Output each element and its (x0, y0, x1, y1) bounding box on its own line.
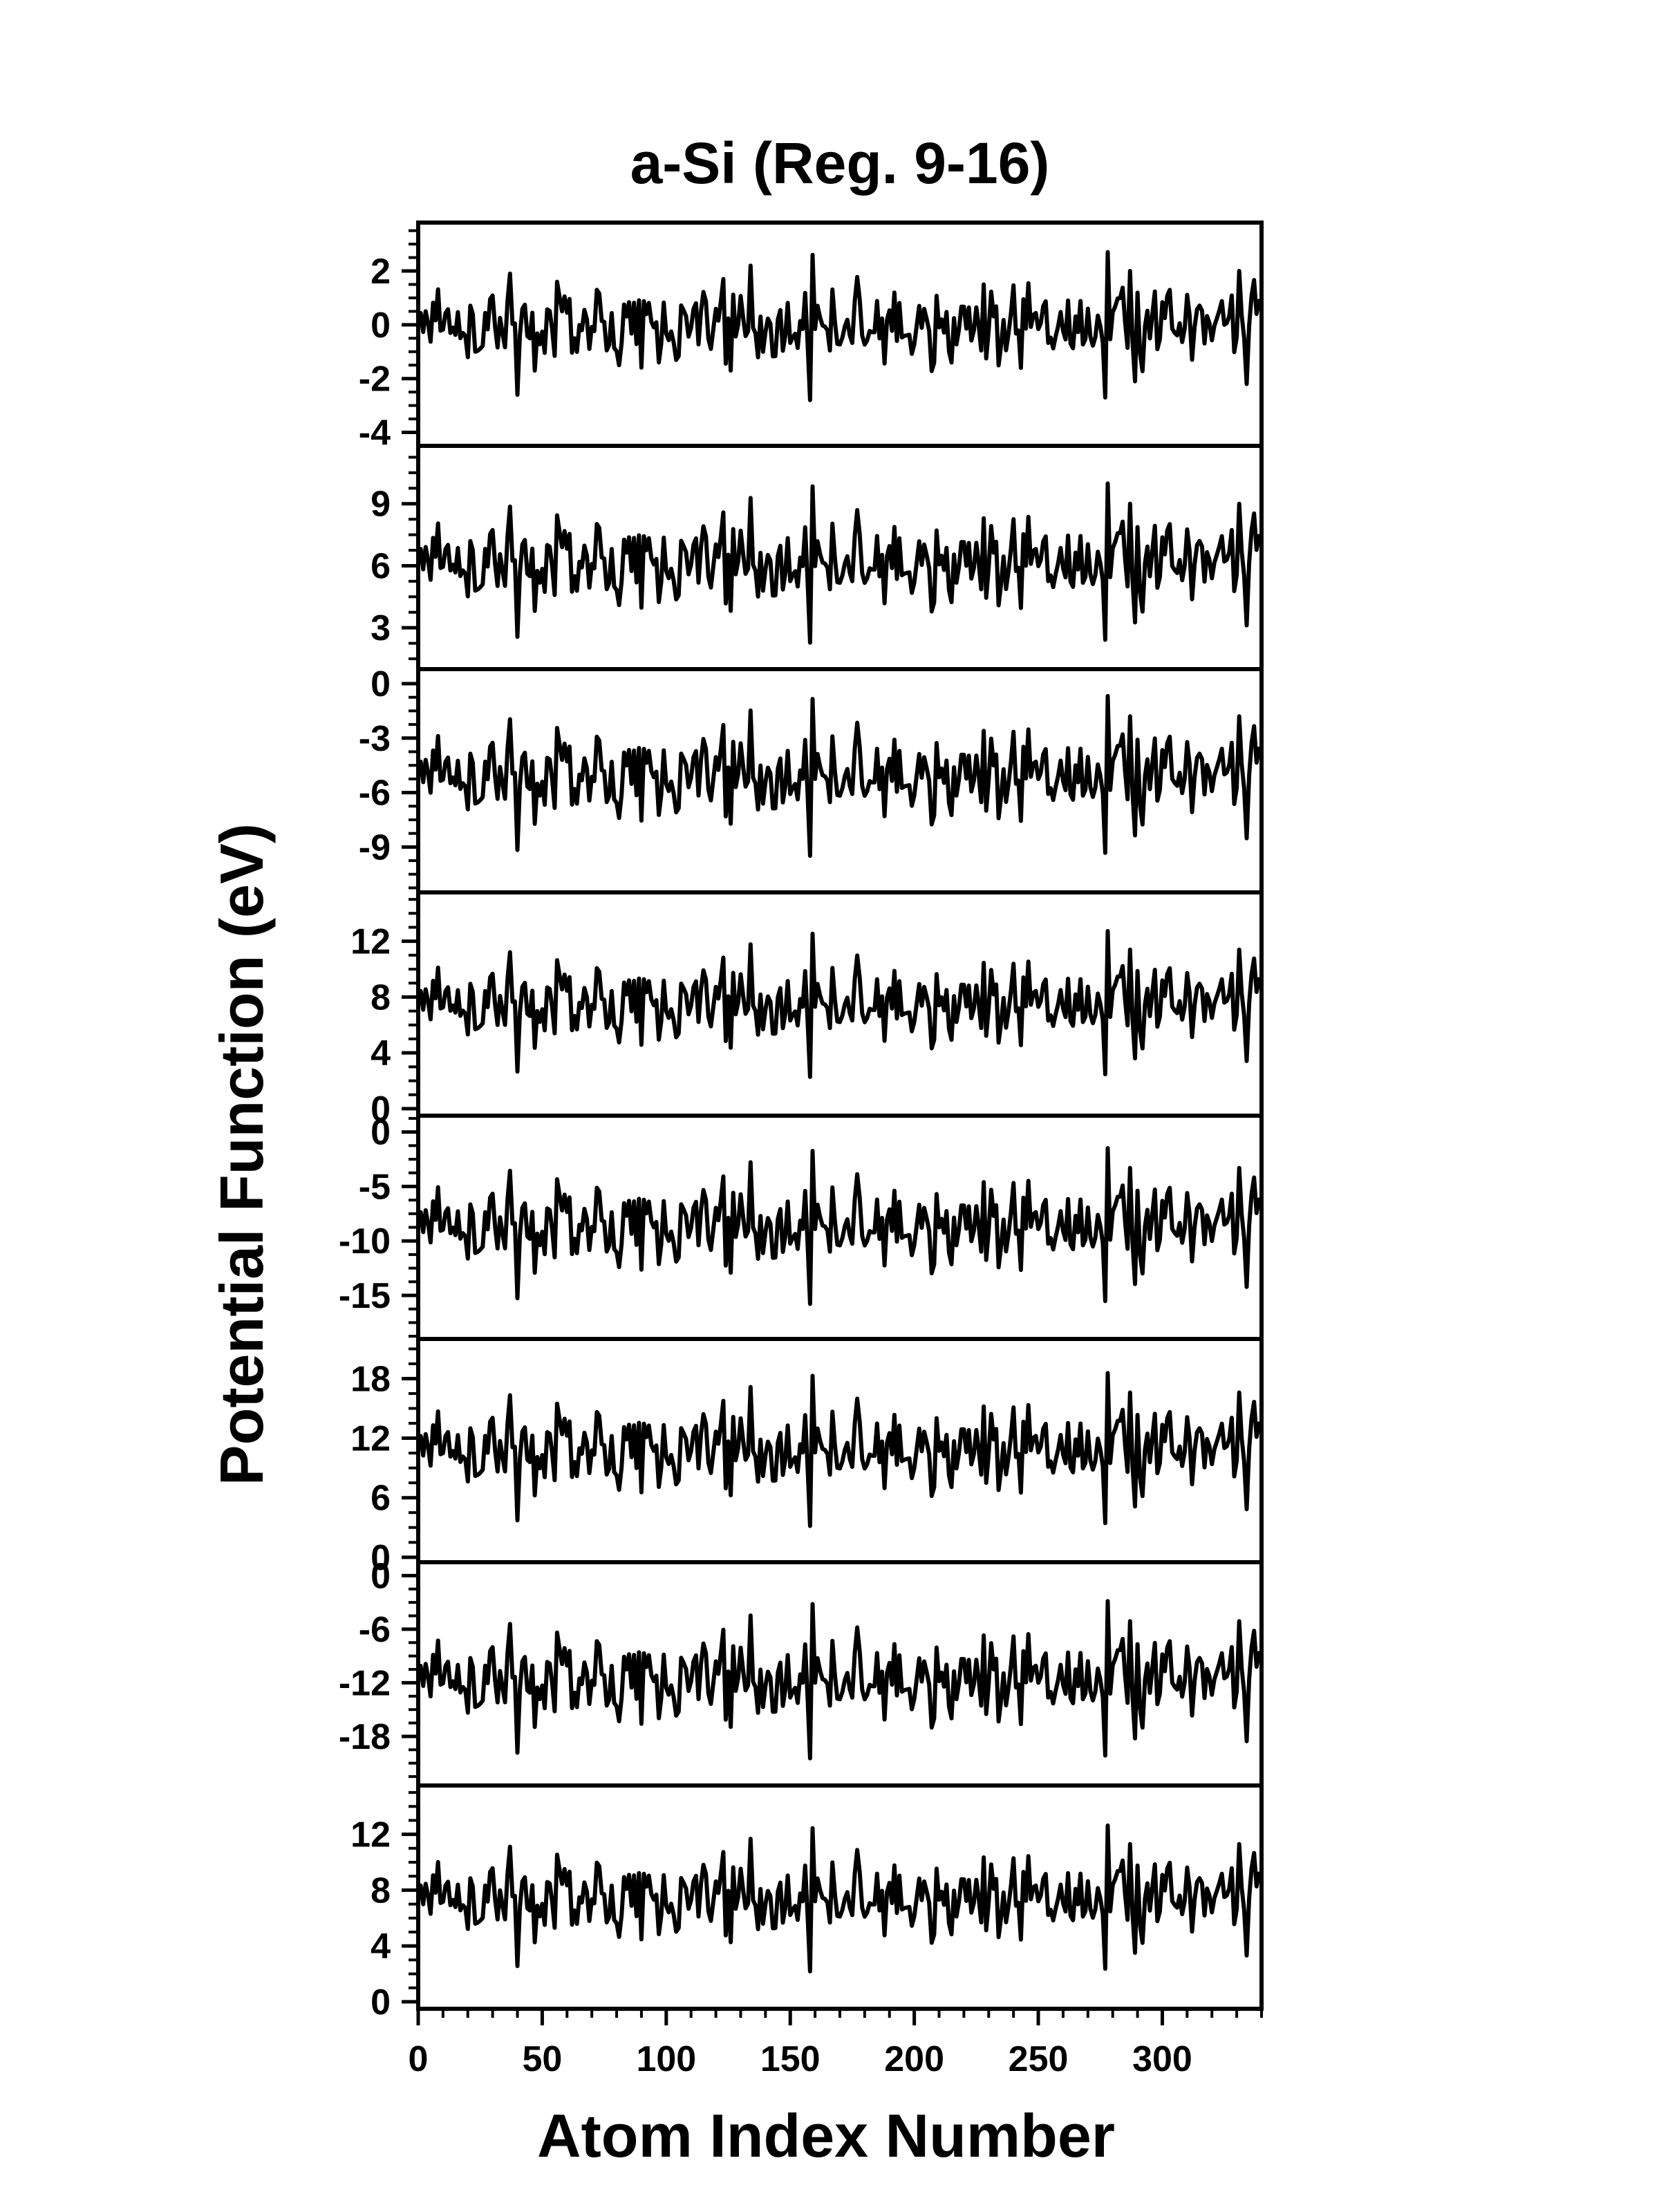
y-tick-label: 0 (371, 664, 391, 704)
y-tick-label: 9 (371, 485, 391, 525)
y-tick-label: 4 (371, 1033, 391, 1074)
y-axis-title: Potential Function (eV) (207, 823, 276, 1485)
series-line-panel-4 (416, 928, 1262, 1079)
panel-6: 18 12 6 0 (350, 1337, 1264, 1578)
y-tick-label: 0 (371, 306, 391, 346)
y-tick-label: -6 (359, 774, 391, 814)
y-tick-label: 0 (371, 1556, 391, 1596)
chart-title: a-Si (Reg. 9-16) (630, 131, 1050, 196)
y-tick-label: -9 (359, 827, 391, 868)
y-tick-label: 6 (371, 546, 391, 586)
panel-4: 12 8 4 0 (350, 890, 1264, 1130)
x-tick-label: 250 (1009, 2039, 1069, 2079)
y-tick-label: -18 (339, 1717, 391, 1757)
y-tick-label: -5 (359, 1167, 391, 1207)
y-tick-label: -12 (339, 1663, 391, 1703)
y-tick-label: 0 (371, 1538, 391, 1578)
y-tick-label: 6 (371, 1479, 391, 1519)
y-tick-label: 0 (371, 1089, 391, 1130)
x-axis-title: Atom Index Number (537, 2101, 1115, 2170)
series-line-panel-8 (416, 1823, 1262, 1974)
panel-8: 12 8 4 0 (350, 1783, 1264, 2023)
panel-3: 0 -3 -6 -9 (359, 664, 1264, 894)
y-tick-label: 8 (371, 1871, 391, 1911)
series-line-panel-6 (416, 1371, 1262, 1528)
x-tick-label: 150 (760, 2039, 821, 2079)
panel-2: 9 6 3 (371, 444, 1264, 671)
x-tick-label: 0 (409, 2039, 429, 2079)
y-tick-label: -4 (359, 413, 391, 453)
y-tick-label: -2 (359, 359, 391, 400)
y-tick-label: 2 (371, 252, 391, 292)
panel-7: 0 -6 -12 -18 (339, 1556, 1264, 1788)
series-line-panel-7 (416, 1599, 1262, 1761)
series-line-panel-1 (416, 250, 1262, 402)
panel-1: 2 0 -2 -4 (359, 221, 1264, 453)
series-line-panel-3 (416, 693, 1262, 858)
series-line-panel-2 (416, 481, 1262, 645)
y-tick-label: 4 (371, 1927, 391, 1967)
y-tick-label: 18 (350, 1359, 391, 1399)
x-axis: 0 50 100 150 200 250 300 (409, 2009, 1263, 2079)
y-tick-label: 12 (350, 1419, 391, 1459)
panels-group: 20-2-49630-3-6-9128400-5-10-151812600-6-… (339, 221, 1264, 2023)
y-tick-label: 12 (350, 1815, 391, 1855)
y-tick-label: 12 (350, 922, 391, 962)
x-tick-label: 300 (1132, 2039, 1192, 2079)
y-tick-label: 0 (371, 1983, 391, 2023)
x-tick-label: 200 (884, 2039, 944, 2079)
y-tick-label: -10 (339, 1221, 391, 1262)
panel-5: 0 -5 -10 -15 (339, 1113, 1264, 1341)
y-tick-label: 3 (371, 608, 391, 648)
y-tick-label: -6 (359, 1610, 391, 1650)
x-tick-label: 50 (522, 2039, 562, 2079)
y-tick-label: -3 (359, 719, 391, 759)
x-tick-label: 100 (636, 2039, 696, 2079)
y-tick-label: -15 (339, 1276, 391, 1316)
y-tick-label: 0 (371, 1113, 391, 1153)
series-line-panel-5 (416, 1146, 1262, 1306)
y-tick-label: 8 (371, 977, 391, 1018)
